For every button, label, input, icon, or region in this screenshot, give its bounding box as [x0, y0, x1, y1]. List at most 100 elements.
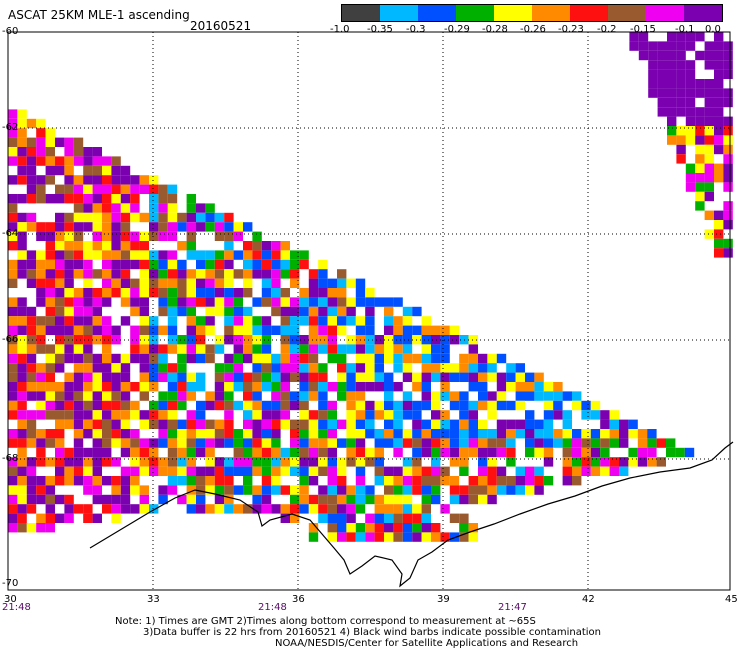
data-cell	[233, 325, 243, 335]
data-cell	[252, 259, 262, 270]
data-cell	[421, 391, 431, 401]
data-cell	[506, 447, 516, 458]
data-cell	[355, 429, 366, 439]
data-cell	[252, 485, 262, 495]
data-cell	[412, 485, 422, 495]
data-cell	[224, 231, 234, 241]
data-cell	[83, 175, 93, 185]
data-cell	[130, 429, 140, 439]
data-cell	[196, 372, 206, 382]
data-cell	[177, 391, 187, 401]
data-cell	[167, 382, 178, 392]
data-cell	[233, 288, 243, 298]
data-cell	[667, 60, 677, 70]
data-cell	[92, 316, 102, 326]
data-cell	[637, 429, 648, 439]
data-cell	[17, 259, 27, 270]
data-cell	[506, 382, 516, 392]
data-cell	[186, 212, 196, 223]
data-cell	[167, 447, 178, 458]
data-cell	[318, 278, 328, 288]
data-cell	[355, 325, 366, 335]
data-cell	[186, 250, 196, 260]
data-cell	[723, 163, 733, 173]
data-cell	[92, 325, 102, 335]
data-cell	[318, 391, 328, 401]
data-cell	[73, 259, 84, 270]
data-cell	[196, 250, 206, 260]
data-cell	[327, 466, 337, 476]
data-cell	[130, 485, 140, 495]
data-cell	[261, 382, 272, 392]
data-cell	[177, 494, 187, 505]
data-cell	[365, 400, 375, 411]
data-cell	[308, 410, 319, 420]
lat-label: -62	[2, 122, 19, 133]
data-cell	[64, 400, 74, 411]
data-cell	[214, 382, 225, 392]
data-cell	[102, 212, 112, 223]
data-cell	[26, 429, 37, 439]
data-cell	[73, 335, 84, 345]
data-cell	[290, 457, 300, 467]
data-cell	[8, 344, 18, 354]
data-cell	[17, 438, 27, 448]
data-cell	[224, 212, 234, 223]
data-cell	[196, 504, 206, 514]
data-cell	[26, 222, 37, 232]
data-cell	[120, 184, 131, 194]
data-cell	[280, 372, 290, 382]
data-cell	[581, 466, 591, 476]
data-cell	[196, 400, 206, 411]
data-cell	[714, 116, 724, 126]
data-cell	[8, 485, 18, 495]
data-cell	[224, 306, 234, 317]
data-cell	[374, 335, 384, 345]
data-cell	[224, 504, 234, 514]
data-cell	[280, 466, 290, 476]
data-cell	[83, 278, 93, 288]
data-cell	[214, 259, 225, 270]
data-cell	[252, 250, 262, 260]
data-cell	[676, 126, 686, 136]
data-cell	[130, 259, 140, 270]
data-cell	[149, 288, 159, 298]
data-cell	[271, 382, 281, 392]
data-cell	[374, 466, 384, 476]
data-cell	[675, 447, 685, 458]
data-cell	[374, 363, 384, 373]
data-cell	[224, 494, 234, 505]
data-cell	[412, 438, 422, 448]
data-cell	[496, 372, 507, 382]
data-cell	[648, 41, 658, 51]
data-cell	[290, 485, 300, 495]
data-cell	[214, 335, 225, 345]
data-cell	[308, 457, 319, 467]
data-cell	[186, 325, 196, 335]
data-cell	[177, 400, 187, 411]
map-date: 20160521	[190, 19, 252, 33]
data-cell	[261, 494, 272, 505]
data-cell	[102, 429, 112, 439]
data-cell	[346, 363, 356, 373]
data-cell	[290, 353, 300, 364]
data-cell	[149, 438, 159, 448]
data-cell	[102, 165, 112, 176]
data-cell	[657, 79, 667, 89]
data-cell	[487, 391, 497, 401]
data-cell	[55, 447, 65, 458]
data-cell	[205, 457, 215, 467]
data-cell	[130, 344, 140, 354]
data-cell	[83, 156, 93, 166]
data-cell	[365, 344, 375, 354]
data-cell	[8, 194, 18, 204]
data-cell	[609, 429, 619, 439]
data-cell	[562, 457, 572, 467]
data-cell	[714, 210, 724, 220]
data-cell	[252, 457, 262, 467]
data-cell	[290, 494, 300, 505]
data-cell	[337, 353, 347, 364]
data-cell	[346, 391, 356, 401]
data-cell	[214, 250, 225, 260]
data-cell	[26, 523, 37, 533]
